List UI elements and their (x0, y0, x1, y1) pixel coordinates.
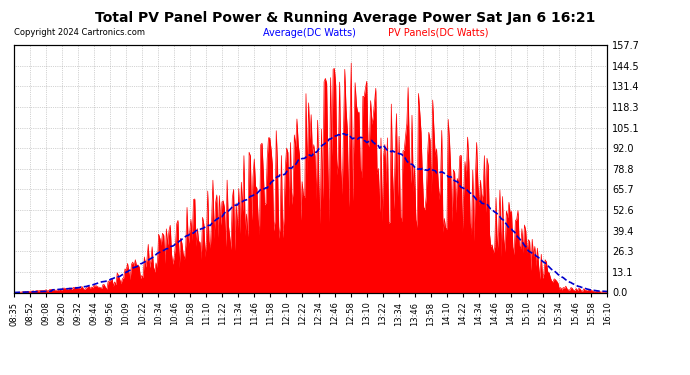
Text: Copyright 2024 Cartronics.com: Copyright 2024 Cartronics.com (14, 28, 146, 37)
Text: Average(DC Watts): Average(DC Watts) (263, 28, 356, 38)
Text: Total PV Panel Power & Running Average Power Sat Jan 6 16:21: Total PV Panel Power & Running Average P… (95, 11, 595, 25)
Text: PV Panels(DC Watts): PV Panels(DC Watts) (388, 28, 488, 38)
